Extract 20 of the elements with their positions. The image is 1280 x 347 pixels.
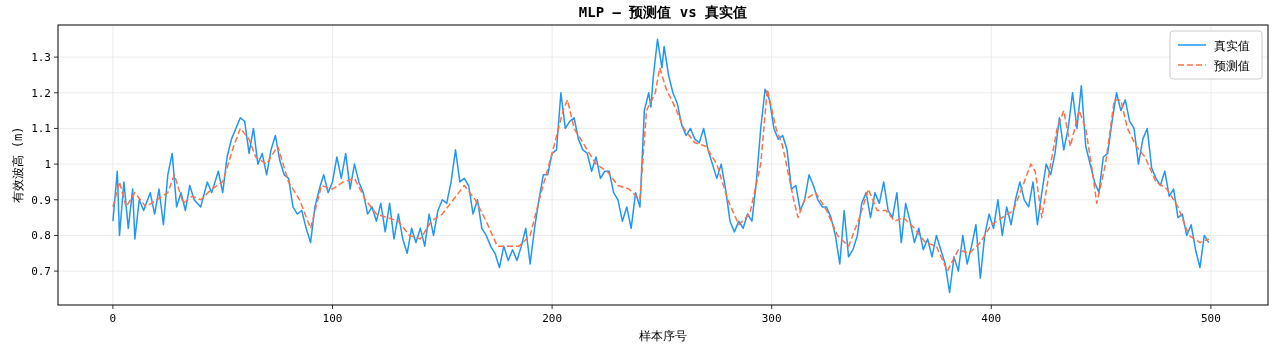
- y-tick-label: 0.8: [31, 229, 51, 243]
- y-axis-title: 有效波高 (m): [11, 126, 25, 204]
- x-tick-label: 200: [542, 312, 563, 325]
- x-tick-label: 100: [322, 312, 343, 325]
- legend-label: 预测值: [1214, 59, 1250, 73]
- x-tick-label: 500: [1200, 312, 1221, 325]
- y-tick-label: 1.1: [31, 122, 51, 136]
- legend-label: 真实值: [1214, 39, 1250, 53]
- y-tick-label: 1: [44, 158, 51, 172]
- y-tick-label: 0.9: [31, 193, 51, 207]
- x-tick-label: 0: [109, 312, 117, 325]
- y-tick-label: 1.2: [31, 86, 51, 100]
- x-axis-title: 样本序号: [639, 329, 687, 343]
- y-tick-label: 0.7: [31, 265, 51, 279]
- chart-title: MLP — 预测值 vs 真实值: [578, 4, 748, 20]
- line-series: [112, 67, 1210, 272]
- y-tick-label: 1.3: [31, 51, 51, 65]
- line-series: [112, 38, 1210, 294]
- x-tick-label: 400: [981, 312, 1002, 325]
- x-tick-label: 300: [761, 312, 782, 325]
